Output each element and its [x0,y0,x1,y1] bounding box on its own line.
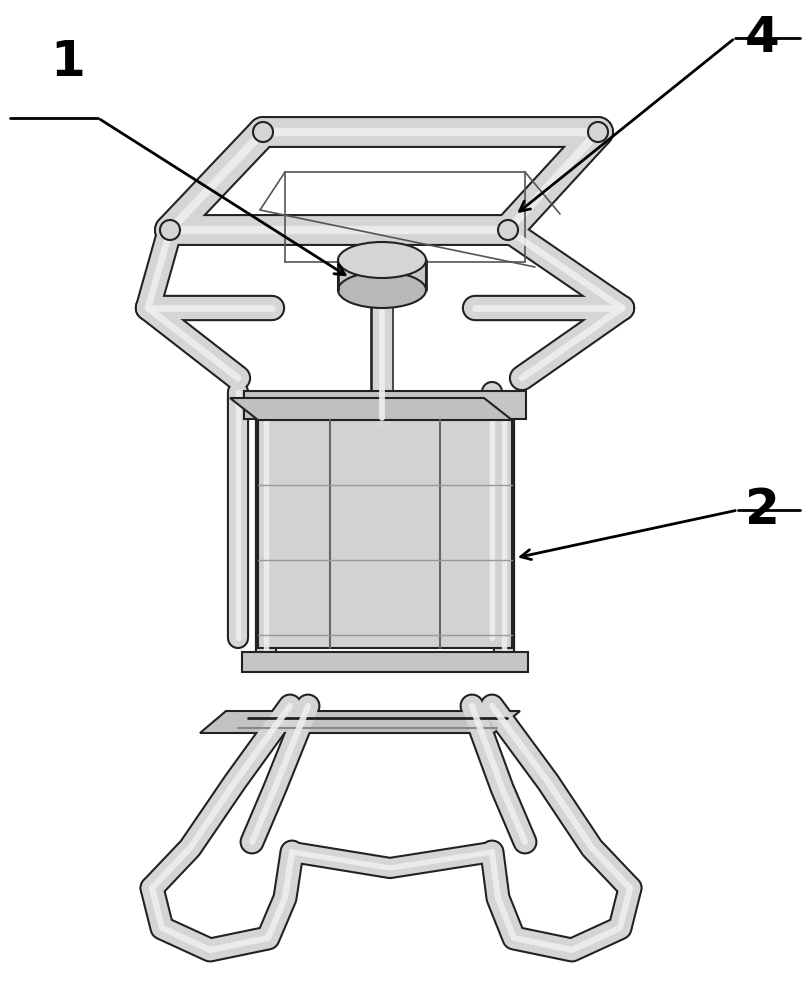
Text: 2: 2 [744,486,778,534]
Ellipse shape [337,242,426,278]
Circle shape [253,122,273,142]
Bar [258,420,512,648]
Ellipse shape [337,272,426,308]
Polygon shape [242,652,528,672]
Circle shape [160,220,180,240]
Circle shape [587,122,607,142]
Polygon shape [230,398,512,420]
Text: 4: 4 [744,14,778,62]
Circle shape [497,220,517,240]
Polygon shape [243,391,525,419]
Bar [337,260,426,290]
Polygon shape [200,711,520,733]
Text: 1: 1 [51,38,85,86]
